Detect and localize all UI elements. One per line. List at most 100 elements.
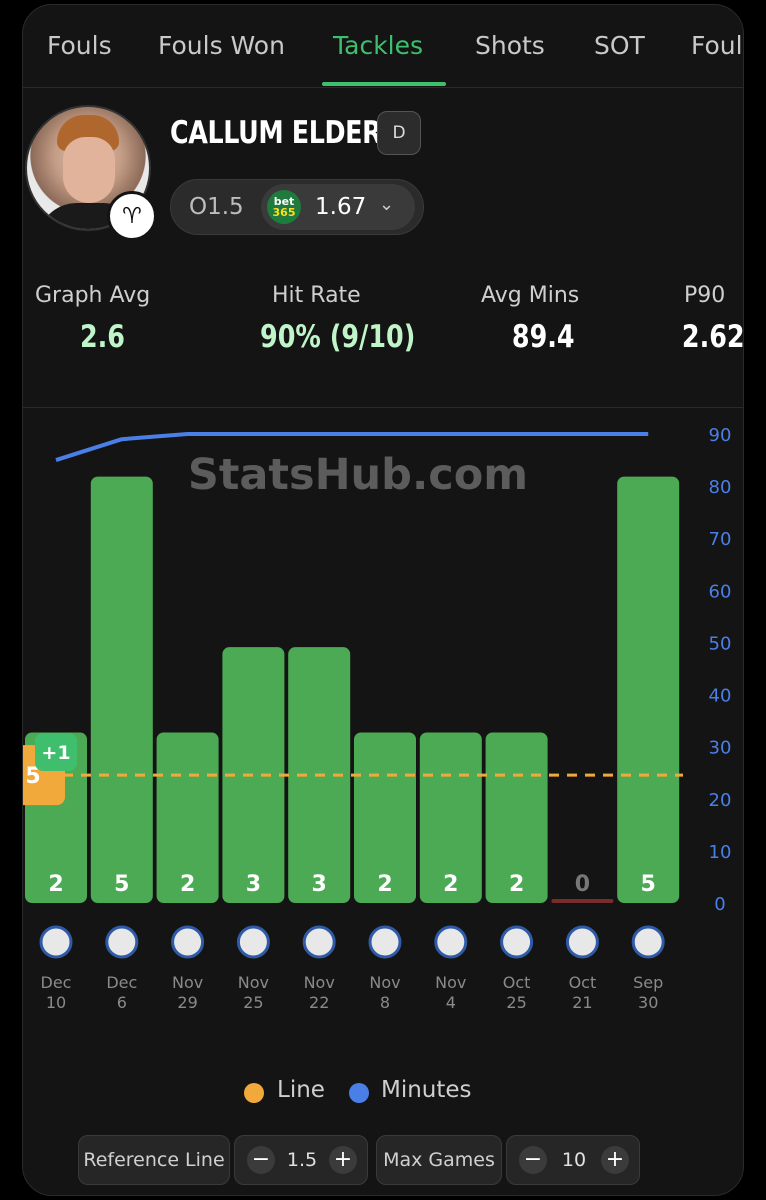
right-axis-tick: 90 bbox=[709, 425, 732, 446]
x-axis-label: Nov bbox=[238, 973, 269, 992]
odds-selector[interactable]: O1.5 bet 365 1.67 ⌄ bbox=[170, 179, 424, 235]
right-axis-tick: 50 bbox=[709, 633, 732, 654]
bar-value-label: 5 bbox=[641, 872, 656, 897]
x-axis-label: Oct bbox=[569, 973, 597, 992]
reference-line-stepper: − 1.5 + bbox=[234, 1135, 368, 1185]
x-axis-label: Dec bbox=[106, 973, 137, 992]
bar-value-label: 2 bbox=[377, 872, 392, 897]
divider bbox=[23, 407, 743, 408]
x-axis-label: Nov bbox=[172, 973, 203, 992]
p90-value: 2.62 bbox=[681, 319, 744, 355]
swansea-icon bbox=[236, 925, 270, 959]
x-axis-label: 8 bbox=[380, 993, 390, 1012]
x-axis-label: Sep bbox=[633, 973, 663, 992]
x-axis-label: 30 bbox=[638, 993, 658, 1012]
x-axis-label: Nov bbox=[304, 973, 335, 992]
blackburn-icon bbox=[368, 925, 402, 959]
tackles-chart: 90807060504030201002Dec105Dec62Nov293Nov… bbox=[23, 425, 732, 1012]
ram-crest-icon: ♈ bbox=[107, 191, 157, 241]
tab-shots[interactable]: Shots bbox=[475, 31, 545, 60]
bookmaker-odds[interactable]: bet 365 1.67 ⌄ bbox=[261, 184, 415, 230]
x-axis-label: 4 bbox=[446, 993, 456, 1012]
odds-line: O1.5 bbox=[189, 194, 244, 220]
bar-value-label: 0 bbox=[575, 872, 590, 897]
right-axis-tick: 20 bbox=[709, 790, 732, 811]
millwall-icon bbox=[39, 925, 73, 959]
reference-line-increment-button[interactable]: + bbox=[329, 1146, 357, 1174]
bar-value-label: 2 bbox=[180, 872, 195, 897]
right-axis-tick: 0 bbox=[714, 894, 725, 915]
x-axis-label: 10 bbox=[46, 993, 66, 1012]
tab-fouls[interactable]: Fouls bbox=[47, 31, 112, 60]
x-axis-label: Oct bbox=[503, 973, 531, 992]
right-axis-tick: 40 bbox=[709, 686, 732, 707]
annotation-badge bbox=[35, 733, 77, 771]
p90-label: P90 bbox=[684, 283, 726, 308]
tab-fouls-committed[interactable]: Fouls Committed bbox=[691, 31, 743, 60]
legend-line-label: Line bbox=[277, 1077, 325, 1103]
bar-value-label: 5 bbox=[114, 872, 129, 897]
max-games-stepper: − 10 + bbox=[506, 1135, 640, 1185]
player-name: CALLUM ELDER bbox=[170, 115, 382, 151]
bar-value-label: 2 bbox=[509, 872, 524, 897]
max-games-value: 10 bbox=[561, 1149, 587, 1171]
leicester-icon bbox=[105, 925, 139, 959]
tab-tackles[interactable]: Tackles bbox=[333, 31, 424, 60]
watford-icon bbox=[302, 925, 336, 959]
chevron-down-icon[interactable]: ⌄ bbox=[379, 194, 395, 215]
max-games-label-box: Max Games bbox=[376, 1135, 502, 1185]
x-axis-label: Dec bbox=[41, 973, 72, 992]
bet365-logo-icon: bet 365 bbox=[267, 190, 301, 224]
avg-mins-label: Avg Mins bbox=[481, 283, 580, 308]
legend-minutes-label: Minutes bbox=[381, 1077, 472, 1103]
minutes-line bbox=[55, 432, 649, 462]
max-games-increment-button[interactable]: + bbox=[601, 1146, 629, 1174]
odds-price: 1.67 bbox=[315, 194, 367, 220]
tab-sot[interactable]: SOT bbox=[594, 31, 645, 60]
max-games-decrement-button[interactable]: − bbox=[519, 1146, 547, 1174]
x-axis-label: Nov bbox=[435, 973, 466, 992]
tab-fouls-won[interactable]: Fouls Won bbox=[158, 31, 285, 60]
norwich-icon bbox=[565, 925, 599, 959]
reference-line-value: 1.5 bbox=[286, 1149, 318, 1171]
tackles-bar bbox=[551, 899, 614, 903]
qpr-icon bbox=[500, 925, 534, 959]
x-axis-label: 29 bbox=[177, 993, 197, 1012]
reference-line-decrement-button[interactable]: − bbox=[247, 1146, 275, 1174]
avg-mins-value: 89.4 bbox=[511, 319, 575, 355]
right-axis-tick: 30 bbox=[709, 738, 732, 759]
x-axis-label: 25 bbox=[243, 993, 263, 1012]
right-axis-tick: 10 bbox=[709, 842, 732, 863]
legend-line-dot bbox=[244, 1083, 264, 1103]
active-tab-indicator bbox=[322, 82, 446, 86]
hit-rate-value: 90% (9/10) bbox=[260, 319, 416, 355]
x-axis-label: 6 bbox=[117, 993, 127, 1012]
x-axis-label: 25 bbox=[506, 993, 526, 1012]
right-axis-tick: 80 bbox=[709, 477, 732, 498]
position-badge: D bbox=[377, 111, 421, 155]
hull-icon bbox=[434, 925, 468, 959]
middlesbrough-icon bbox=[171, 925, 205, 959]
reference-line-label-box: Reference Line bbox=[78, 1135, 230, 1185]
x-axis-label: 22 bbox=[309, 993, 329, 1012]
bar-value-label: 3 bbox=[312, 872, 327, 897]
graph-avg-value: 2.6 bbox=[79, 319, 125, 355]
charlton-icon bbox=[631, 925, 665, 959]
right-axis-tick: 60 bbox=[709, 581, 732, 602]
right-axis-tick: 70 bbox=[709, 529, 732, 550]
legend-minutes-dot bbox=[349, 1083, 369, 1103]
bar-value-label: 2 bbox=[443, 872, 458, 897]
app-screen: Fouls Fouls Won Tackles Shots SOT Fouls … bbox=[22, 4, 744, 1196]
max-games-label: Max Games bbox=[383, 1149, 495, 1171]
tackles-bar bbox=[90, 476, 153, 903]
annotation-label: +1 bbox=[41, 742, 70, 764]
graph-avg-label: Graph Avg bbox=[35, 283, 151, 308]
bar-value-label: 2 bbox=[48, 872, 63, 897]
watermark: StatsHub.com bbox=[187, 450, 529, 500]
tackles-bar bbox=[222, 647, 285, 903]
tackles-bar bbox=[617, 476, 680, 903]
hit-rate-label: Hit Rate bbox=[272, 283, 361, 308]
bar-value-label: 3 bbox=[246, 872, 261, 897]
chart-legend: Line Minutes bbox=[23, 1077, 743, 1113]
x-axis-label: Nov bbox=[369, 973, 400, 992]
